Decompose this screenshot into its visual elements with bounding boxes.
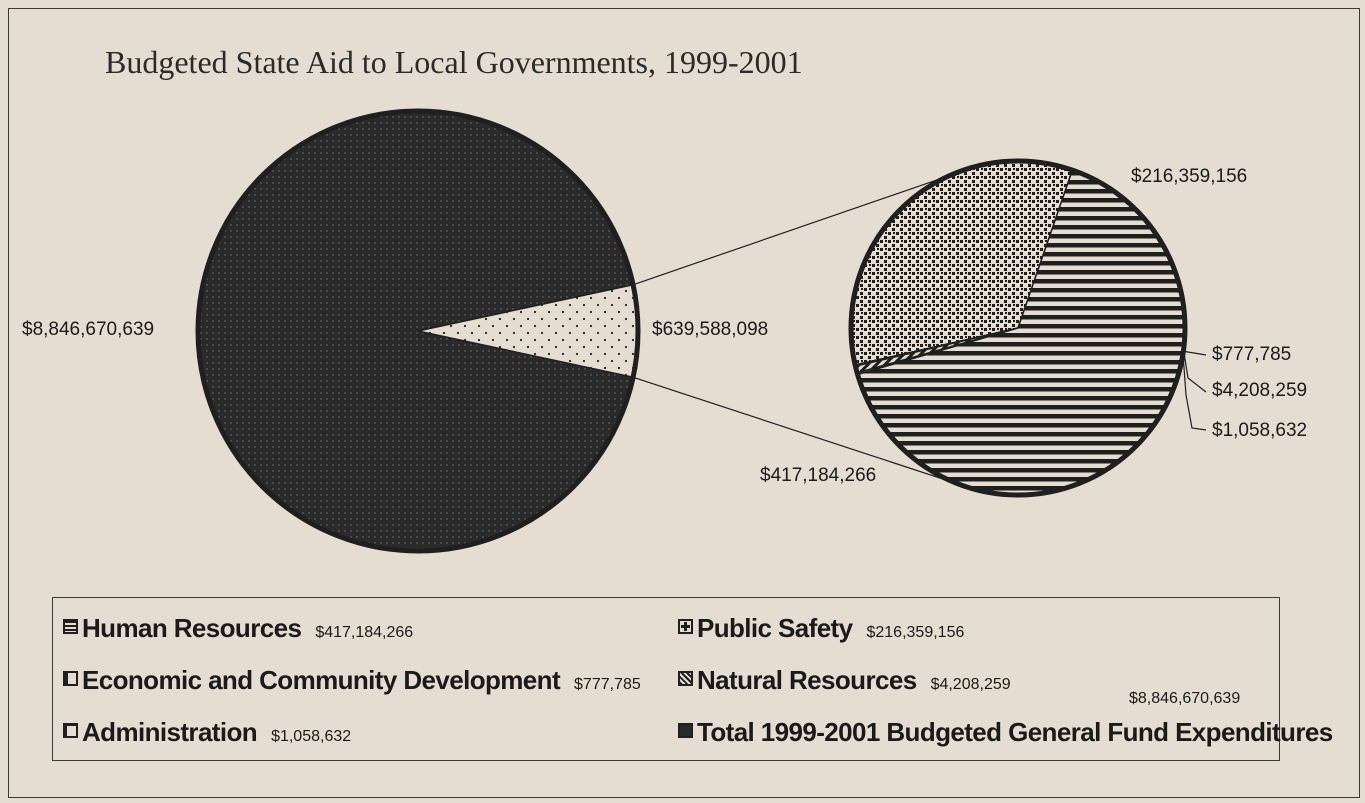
callout-line-admin: [1182, 359, 1207, 431]
legend-value: $4,208,259: [930, 675, 1011, 693]
legend-label: Total 1999-2001 Budgeted General Fund Ex…: [697, 717, 1333, 747]
white-swatch-icon: [63, 723, 78, 738]
chart-frame: [8, 8, 1360, 798]
total-value-label: $8,846,670,639: [22, 319, 155, 340]
legend-item-human-resources: Human Resources $417,184,266: [63, 613, 413, 644]
natural-value-label: $4,208,259: [1212, 380, 1308, 401]
pie-outline: [195, 108, 641, 554]
leader-line-bottom: [632, 376, 962, 486]
breakdown-pie: [848, 158, 1188, 498]
aid-value-label: $639,588,098: [652, 319, 769, 340]
main-pie: [195, 108, 641, 554]
legend-label: Human Resources: [82, 613, 302, 643]
leader-line-top: [632, 165, 978, 286]
callout-line-natural: [1183, 355, 1207, 393]
striped-swatch-icon: [63, 619, 78, 634]
legend-label: Administration: [82, 717, 258, 747]
legend-item-total-expenditures: Total 1999-2001 Budgeted General Fund Ex…: [678, 717, 1333, 748]
legend-label: Economic and Community Development: [82, 665, 561, 695]
legend-label: Public Safety: [697, 613, 853, 643]
legend-item-natural-resources: Natural Resources $4,208,259: [678, 665, 1011, 696]
legend-item-administration: Administration $1,058,632: [63, 717, 351, 748]
pie-outline: [848, 158, 1188, 498]
admin-value-label: $1,058,632: [1212, 420, 1308, 441]
legend-label: Natural Resources: [697, 665, 917, 695]
legend: Human Resources $417,184,266 Public Safet…: [52, 597, 1333, 761]
legend-value: $1,058,632: [271, 727, 352, 745]
checker-swatch-icon: [678, 619, 693, 634]
white-swatch-icon: [63, 671, 78, 686]
page-title: Budgeted State Aid to Local Governments,…: [105, 44, 803, 80]
dark-swatch-icon: [678, 723, 693, 738]
public-safety-value-label: $216,359,156: [1131, 166, 1248, 187]
legend-value: $777,785: [574, 675, 641, 693]
legend-total-value: $8,846,670,639: [1129, 690, 1241, 707]
diagonal-swatch-icon: [678, 671, 693, 686]
legend-item-public-safety: Public Safety $216,359,156: [678, 613, 964, 644]
legend-item-economic-community-development: Economic and Community Development $777,7…: [63, 665, 641, 696]
human-value-label: $417,184,266: [760, 465, 877, 486]
leader-lines: [632, 165, 1207, 486]
legend-value: $417,184,266: [315, 623, 414, 641]
legend-value: $216,359,156: [866, 623, 965, 641]
callout-line-econ: [1183, 350, 1207, 356]
econ-value-label: $777,785: [1212, 344, 1292, 365]
